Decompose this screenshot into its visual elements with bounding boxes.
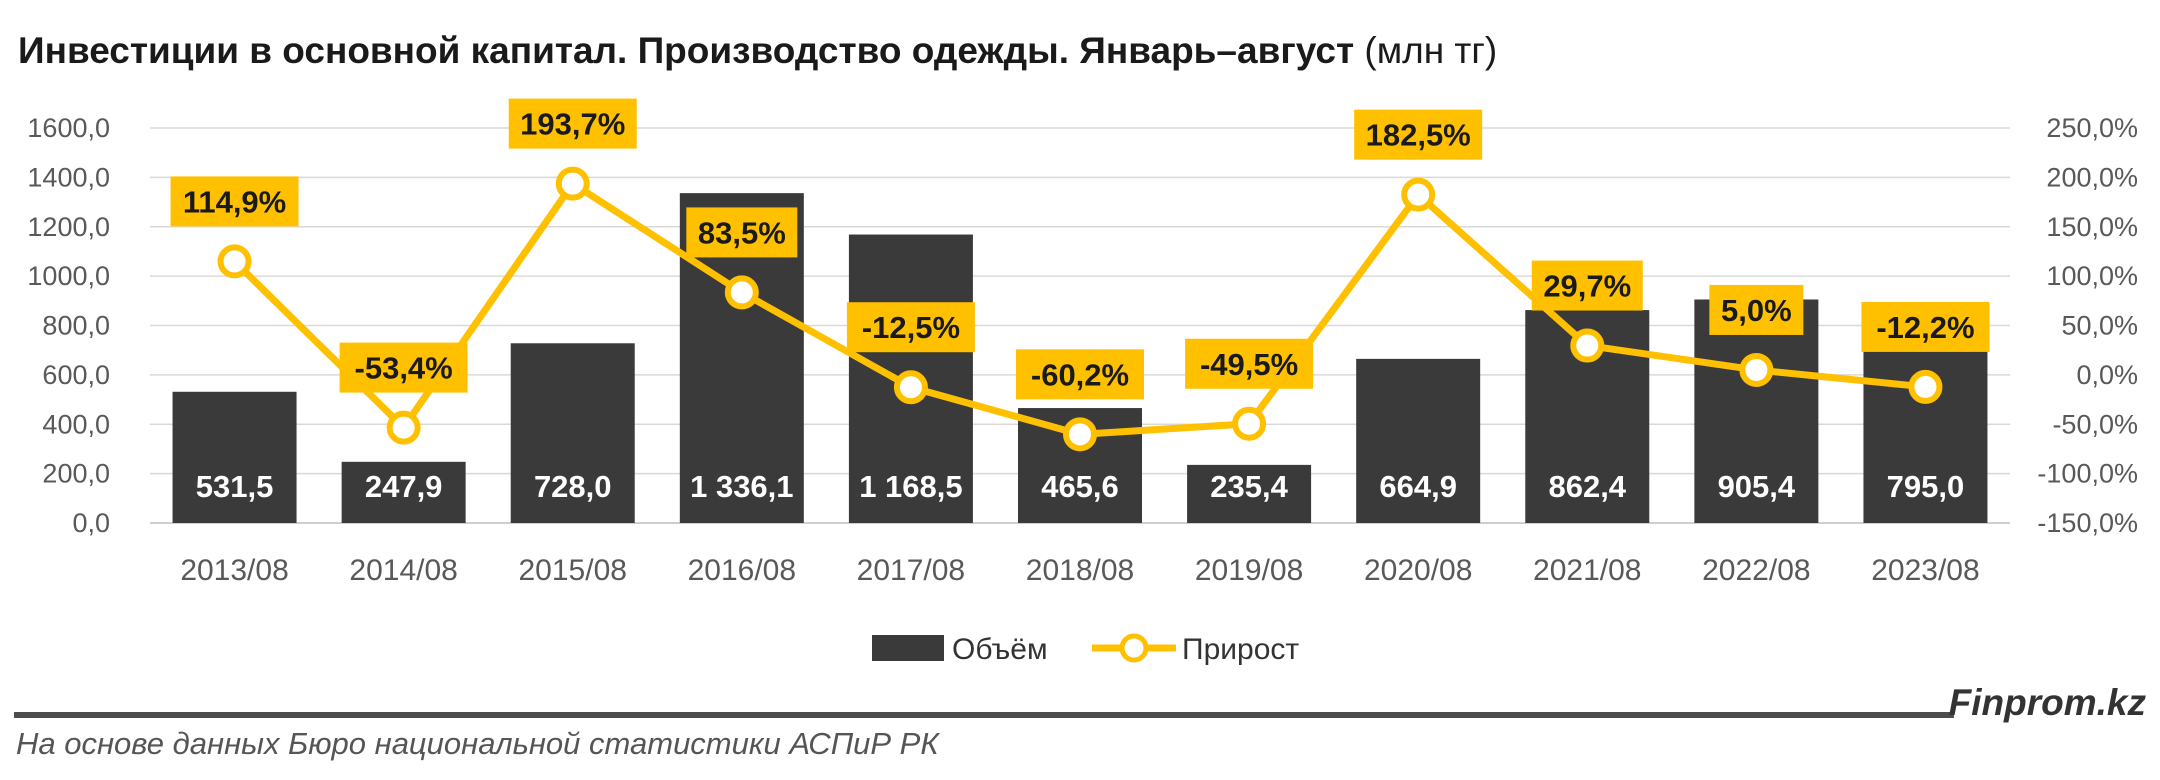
growth-data-label: 193,7% [520, 107, 625, 142]
y-left-tick-label: 200,0 [42, 459, 110, 489]
growth-data-label: -60,2% [1031, 357, 1129, 392]
x-tick-label: 2014/08 [349, 554, 457, 587]
y-right-tick-label: 150,0% [2046, 212, 2138, 242]
y-right-tick-label: 200,0% [2046, 162, 2138, 192]
bar-data-label: 905,4 [1718, 469, 1796, 504]
growth-data-label: -49,5% [1200, 347, 1298, 382]
growth-point [1739, 352, 1774, 387]
bar-data-label: 465,6 [1041, 469, 1119, 504]
x-tick-label: 2018/08 [1026, 554, 1134, 587]
bar-data-label: 531,5 [196, 469, 274, 504]
growth-point [893, 370, 928, 405]
growth-label-box [846, 302, 975, 353]
growth-label-box [170, 176, 299, 227]
y-right-tick-label: 250,0% [2046, 113, 2138, 143]
bar [1863, 326, 1988, 523]
y-right-tick-label: 50,0% [2061, 311, 2138, 341]
legend-label-line: Прирост [1182, 633, 1299, 666]
y-left-tick-label: 800,0 [42, 311, 110, 341]
source-note: На основе данных Бюро национальной стати… [16, 726, 939, 761]
chart-title: Инвестиции в основной капитал. Производс… [18, 30, 1497, 72]
growth-label-box [1185, 338, 1314, 389]
bar [172, 391, 297, 523]
growth-point [1063, 417, 1097, 452]
growth-data-label: 29,7% [1543, 269, 1631, 304]
x-tick-label: 2016/08 [688, 554, 796, 587]
y-left-tick-label: 1600,0 [27, 113, 110, 143]
bar-data-label: 1 336,1 [690, 469, 793, 504]
chart-title-unit: (млн тг) [1364, 30, 1498, 71]
legend-label-bar: Объём [952, 633, 1048, 666]
bar [1694, 299, 1819, 523]
y-right-tick-label: -100,0% [2037, 459, 2138, 489]
y-right-tick-label: 0,0% [2076, 360, 2138, 390]
y-right-tick-label: -150,0% [2037, 508, 2138, 538]
bar [1356, 358, 1481, 523]
x-tick-label: 2020/08 [1364, 554, 1472, 587]
growth-point [1570, 328, 1605, 363]
x-tick-label: 2022/08 [1702, 554, 1810, 587]
growth-point [217, 244, 252, 279]
growth-label-box [339, 342, 468, 393]
y-left-tick-label: 1200,0 [27, 212, 110, 242]
x-tick-label: 2019/08 [1195, 554, 1303, 587]
growth-point [1908, 369, 1943, 404]
bar [510, 343, 635, 523]
bar-data-label: 795,0 [1887, 469, 1965, 504]
bar-data-label: 1 168,5 [859, 469, 962, 504]
chart-title-main: Инвестиции в основной капитал. Производс… [18, 30, 1355, 71]
growth-label-box [1016, 349, 1144, 400]
footer-divider [14, 712, 1954, 718]
growth-data-label: 182,5% [1366, 118, 1471, 153]
growth-point [386, 410, 421, 445]
bar [341, 461, 466, 523]
growth-label-box [686, 207, 798, 258]
growth-point [724, 275, 759, 310]
y-left-tick-label: 1400,0 [27, 162, 110, 192]
x-tick-label: 2015/08 [519, 554, 627, 587]
bar-data-label: 664,9 [1379, 469, 1457, 504]
brand-logo-text: Finprom.kz [1948, 682, 2146, 723]
growth-point [1401, 177, 1436, 212]
y-left-tick-label: 1000,0 [27, 261, 110, 291]
growth-point [1232, 406, 1267, 441]
growth-label-box [508, 98, 637, 149]
y-right-tick-label: -50,0% [2052, 409, 2138, 439]
x-tick-label: 2013/08 [180, 554, 288, 587]
bar [1187, 464, 1312, 523]
bar-data-label: 862,4 [1548, 469, 1626, 504]
bar-data-label: 728,0 [534, 469, 612, 504]
growth-data-label: 114,9% [183, 184, 286, 219]
growth-point [555, 166, 590, 201]
bar-data-label: 235,4 [1210, 469, 1288, 504]
growth-data-label: 83,5% [698, 215, 786, 250]
y-left-tick-label: 400,0 [42, 409, 110, 439]
growth-data-label: 5,0% [1721, 293, 1792, 328]
x-tick-label: 2021/08 [1533, 554, 1641, 587]
y-right-tick-label: 100,0% [2046, 261, 2138, 291]
growth-data-label: -12,5% [862, 310, 960, 345]
growth-label-box [1709, 284, 1804, 335]
growth-label-box [1354, 109, 1483, 160]
y-left-tick-label: 600,0 [42, 360, 110, 390]
growth-label-box [1531, 260, 1643, 311]
bar-data-label: 247,9 [365, 469, 443, 504]
x-tick-label: 2023/08 [1871, 554, 1979, 587]
x-tick-label: 2017/08 [857, 554, 965, 587]
y-left-tick-label: 0,0 [72, 508, 110, 538]
growth-data-label: -53,4% [355, 351, 453, 386]
legend-swatch-marker [1119, 633, 1149, 663]
growth-label-box [1861, 301, 1990, 352]
legend-swatch-bar [872, 635, 944, 661]
growth-data-label: -12,2% [1876, 310, 1974, 345]
